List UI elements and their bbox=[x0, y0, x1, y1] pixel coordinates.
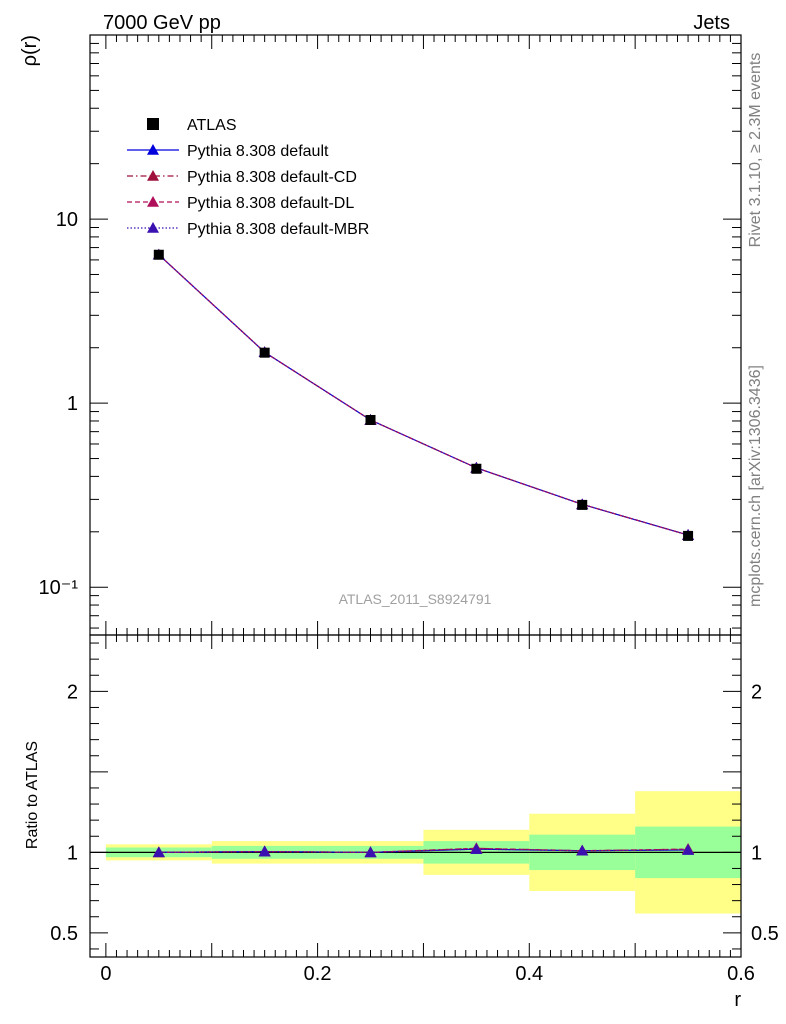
ratio-point-3 bbox=[258, 845, 271, 857]
y-tick-label-left: 2 bbox=[67, 681, 78, 703]
legend-marker-atlas bbox=[147, 118, 159, 130]
ratio-point-3 bbox=[576, 844, 589, 856]
y-tick-label: 1 bbox=[67, 393, 78, 415]
ratio-line-3 bbox=[158, 848, 689, 853]
legend-marker-4 bbox=[147, 222, 159, 233]
y-tick-label-right: 0.5 bbox=[751, 923, 779, 945]
series-line-2 bbox=[158, 254, 689, 536]
legend-marker-1 bbox=[147, 144, 159, 155]
x-tick-label: 0.4 bbox=[515, 963, 543, 985]
atlas-point bbox=[259, 347, 270, 358]
x-tick-label: 0 bbox=[100, 963, 111, 985]
legend-marker-3 bbox=[147, 196, 159, 207]
main-panel-frame: 10 1 10⁻¹ bbox=[39, 34, 742, 636]
legend: ATLAS Pythia 8.308 default Pythia 8.308 de… bbox=[127, 117, 369, 238]
ratio-panel-frame: 0 0.2 0.4 0.6 2 2 1 1 0.5 0.5 bbox=[50, 634, 779, 985]
y-tick-label-left: 1 bbox=[67, 842, 78, 864]
legend-label-3: Pythia 8.308 default-DL bbox=[187, 195, 354, 212]
legend-label-4: Pythia 8.308 default-MBR bbox=[187, 221, 369, 238]
legend-marker-2 bbox=[147, 170, 159, 181]
y-tick-label: 10⁻¹ bbox=[39, 577, 79, 599]
analysis-watermark: ATLAS_2011_S8924791 bbox=[339, 591, 492, 607]
series-line-1 bbox=[158, 254, 689, 536]
main-y-axis-label: ρ(r) bbox=[19, 35, 41, 66]
legend-label-0: ATLAS bbox=[187, 117, 237, 134]
atlas-point bbox=[471, 463, 482, 474]
ratio-point-3 bbox=[470, 843, 483, 854]
main-panel-marks bbox=[152, 248, 695, 541]
y-tick-label-right: 1 bbox=[751, 842, 762, 864]
x-axis-label: r bbox=[734, 989, 741, 1011]
legend-label-1: Pythia 8.308 default bbox=[187, 143, 329, 160]
y-tick-label-left: 0.5 bbox=[50, 923, 78, 945]
source-label: mcplots.cern.ch [arXiv:1306.3436] bbox=[747, 365, 764, 607]
atlas-point bbox=[683, 530, 694, 541]
series-line-3 bbox=[158, 254, 689, 536]
atlas-point bbox=[577, 499, 588, 510]
ratio-point-3 bbox=[682, 843, 695, 855]
y-tick-label: 10 bbox=[56, 209, 78, 231]
header-right: Jets bbox=[693, 12, 730, 34]
ratio-panel-marks bbox=[90, 842, 741, 858]
ratio-frame-border bbox=[89, 634, 742, 958]
x-tick-label: 0.2 bbox=[304, 963, 332, 985]
ratio-y-axis-label: Ratio to ATLAS bbox=[24, 741, 41, 849]
rivet-label: Rivet 3.1.10, ≥ 2.3M events bbox=[747, 53, 764, 248]
header-left: 7000 GeV pp bbox=[103, 12, 221, 34]
ratio-point-3 bbox=[152, 846, 165, 858]
legend-label-2: Pythia 8.308 default-CD bbox=[187, 169, 357, 186]
atlas-point bbox=[365, 414, 376, 425]
x-tick-label: 0.6 bbox=[727, 963, 755, 985]
atlas-point bbox=[153, 249, 164, 260]
series-line-0 bbox=[158, 254, 689, 536]
y-tick-label-right: 2 bbox=[751, 681, 762, 703]
ratio-point-3 bbox=[364, 846, 377, 858]
